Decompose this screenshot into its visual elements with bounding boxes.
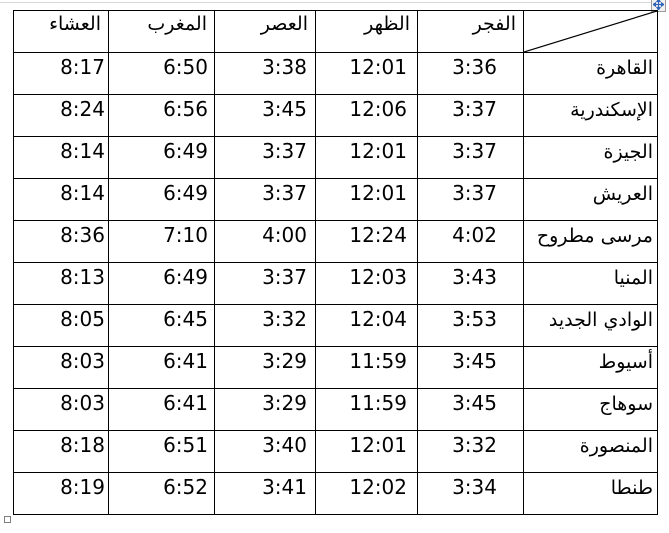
asr-time-cell[interactable]: 3:37 xyxy=(214,262,316,305)
header-row: الفجر الظهر العصر المغرب العشاء xyxy=(13,10,658,53)
city-name-cell[interactable]: العريش xyxy=(523,178,658,221)
asr-time-cell[interactable]: 3:37 xyxy=(214,178,316,221)
isha-time-cell[interactable]: 8:03 xyxy=(13,388,109,431)
city-name-cell[interactable]: المنصورة xyxy=(523,430,658,473)
city-name-cell[interactable]: القاهرة xyxy=(523,52,658,95)
dhuhr-time-cell[interactable]: 12:01 xyxy=(315,430,418,473)
fajr-time-cell[interactable]: 3:37 xyxy=(417,178,524,221)
maghrib-time-cell[interactable]: 6:41 xyxy=(108,346,215,389)
maghrib-time-cell[interactable]: 7:10 xyxy=(108,220,215,263)
fajr-time-cell[interactable]: 3:45 xyxy=(417,388,524,431)
dhuhr-time-cell[interactable]: 12:02 xyxy=(315,472,418,515)
asr-time-cell[interactable]: 3:41 xyxy=(214,472,316,515)
dhuhr-time-cell[interactable]: 12:24 xyxy=(315,220,418,263)
prayer-times-table: الفجر الظهر العصر المغرب العشاء القاهرة 3… xyxy=(13,10,658,515)
table-row: القاهرة 3:36 12:01 3:38 6:50 8:17 xyxy=(13,52,658,95)
dhuhr-time-cell[interactable]: 12:01 xyxy=(315,136,418,179)
isha-time-cell[interactable]: 8:17 xyxy=(13,52,109,95)
dhuhr-time-cell[interactable]: 12:04 xyxy=(315,304,418,347)
header-asr[interactable]: العصر xyxy=(214,10,316,53)
table-row: المنصورة 3:32 12:01 3:40 6:51 8:18 xyxy=(13,430,658,473)
isha-time-cell[interactable]: 8:24 xyxy=(13,94,109,137)
isha-time-cell[interactable]: 8:19 xyxy=(13,472,109,515)
header-dhuhr[interactable]: الظهر xyxy=(315,10,418,53)
asr-time-cell[interactable]: 3:29 xyxy=(214,388,316,431)
table-resize-handle[interactable] xyxy=(4,516,11,523)
asr-time-cell[interactable]: 3:45 xyxy=(214,94,316,137)
city-name-cell[interactable]: طنطا xyxy=(523,472,658,515)
table-row: طنطا 3:34 12:02 3:41 6:52 8:19 xyxy=(13,472,658,515)
move-arrows-icon xyxy=(653,0,664,10)
header-fajr[interactable]: الفجر xyxy=(417,10,524,53)
maghrib-time-cell[interactable]: 6:49 xyxy=(108,178,215,221)
fajr-time-cell[interactable]: 3:37 xyxy=(417,94,524,137)
maghrib-time-cell[interactable]: 6:49 xyxy=(108,136,215,179)
header-isha[interactable]: العشاء xyxy=(13,10,109,53)
fajr-time-cell[interactable]: 3:45 xyxy=(417,346,524,389)
city-name-cell[interactable]: الجيزة xyxy=(523,136,658,179)
asr-time-cell[interactable]: 3:37 xyxy=(214,136,316,179)
isha-time-cell[interactable]: 8:03 xyxy=(13,346,109,389)
table-row: العريش 3:37 12:01 3:37 6:49 8:14 xyxy=(13,178,658,221)
maghrib-time-cell[interactable]: 6:52 xyxy=(108,472,215,515)
asr-time-cell[interactable]: 3:38 xyxy=(214,52,316,95)
asr-time-cell[interactable]: 4:00 xyxy=(214,220,316,263)
fajr-time-cell[interactable]: 3:37 xyxy=(417,136,524,179)
table-row: المنيا 3:43 12:03 3:37 6:49 8:13 xyxy=(13,262,658,305)
asr-time-cell[interactable]: 3:40 xyxy=(214,430,316,473)
dhuhr-time-cell[interactable]: 12:01 xyxy=(315,178,418,221)
table-row: الإسكندرية 3:37 12:06 3:45 6:56 8:24 xyxy=(13,94,658,137)
maghrib-time-cell[interactable]: 6:50 xyxy=(108,52,215,95)
isha-time-cell[interactable]: 8:14 xyxy=(13,178,109,221)
isha-time-cell[interactable]: 8:13 xyxy=(13,262,109,305)
fajr-time-cell[interactable]: 3:34 xyxy=(417,472,524,515)
dhuhr-time-cell[interactable]: 12:06 xyxy=(315,94,418,137)
table-row: مرسى مطروح 4:02 12:24 4:00 7:10 8:36 xyxy=(13,220,658,263)
fajr-time-cell[interactable]: 3:32 xyxy=(417,430,524,473)
table-row: سوهاج 3:45 11:59 3:29 6:41 8:03 xyxy=(13,388,658,431)
fajr-time-cell[interactable]: 4:02 xyxy=(417,220,524,263)
maghrib-time-cell[interactable]: 6:49 xyxy=(108,262,215,305)
header-maghrib[interactable]: المغرب xyxy=(108,10,215,53)
diagonal-line-icon xyxy=(524,11,657,52)
dhuhr-time-cell[interactable]: 11:59 xyxy=(315,388,418,431)
city-name-cell[interactable]: مرسى مطروح xyxy=(523,220,658,263)
asr-time-cell[interactable]: 3:29 xyxy=(214,346,316,389)
asr-time-cell[interactable]: 3:32 xyxy=(214,304,316,347)
maghrib-time-cell[interactable]: 6:45 xyxy=(108,304,215,347)
isha-time-cell[interactable]: 8:36 xyxy=(13,220,109,263)
maghrib-time-cell[interactable]: 6:51 xyxy=(108,430,215,473)
isha-time-cell[interactable]: 8:05 xyxy=(13,304,109,347)
maghrib-time-cell[interactable]: 6:41 xyxy=(108,388,215,431)
corner-diagonal-cell[interactable] xyxy=(523,10,658,53)
maghrib-time-cell[interactable]: 6:56 xyxy=(108,94,215,137)
dhuhr-time-cell[interactable]: 12:03 xyxy=(315,262,418,305)
text-boundary-line xyxy=(0,2,656,3)
table-row: الجيزة 3:37 12:01 3:37 6:49 8:14 xyxy=(13,136,658,179)
fajr-time-cell[interactable]: 3:43 xyxy=(417,262,524,305)
dhuhr-time-cell[interactable]: 11:59 xyxy=(315,346,418,389)
table-row: الوادي الجديد 3:53 12:04 3:32 6:45 8:05 xyxy=(13,304,658,347)
dhuhr-time-cell[interactable]: 12:01 xyxy=(315,52,418,95)
city-name-cell[interactable]: أسيوط xyxy=(523,346,658,389)
fajr-time-cell[interactable]: 3:36 xyxy=(417,52,524,95)
city-name-cell[interactable]: سوهاج xyxy=(523,388,658,431)
table-move-handle[interactable] xyxy=(651,0,666,12)
isha-time-cell[interactable]: 8:14 xyxy=(13,136,109,179)
isha-time-cell[interactable]: 8:18 xyxy=(13,430,109,473)
table-row: أسيوط 3:45 11:59 3:29 6:41 8:03 xyxy=(13,346,658,389)
prayer-times-table-body: القاهرة 3:36 12:01 3:38 6:50 8:17 الإسكندرية 3:… xyxy=(13,52,658,515)
city-name-cell[interactable]: الوادي الجديد xyxy=(523,304,658,347)
city-name-cell[interactable]: المنيا xyxy=(523,262,658,305)
fajr-time-cell[interactable]: 3:53 xyxy=(417,304,524,347)
city-name-cell[interactable]: الإسكندرية xyxy=(523,94,658,137)
